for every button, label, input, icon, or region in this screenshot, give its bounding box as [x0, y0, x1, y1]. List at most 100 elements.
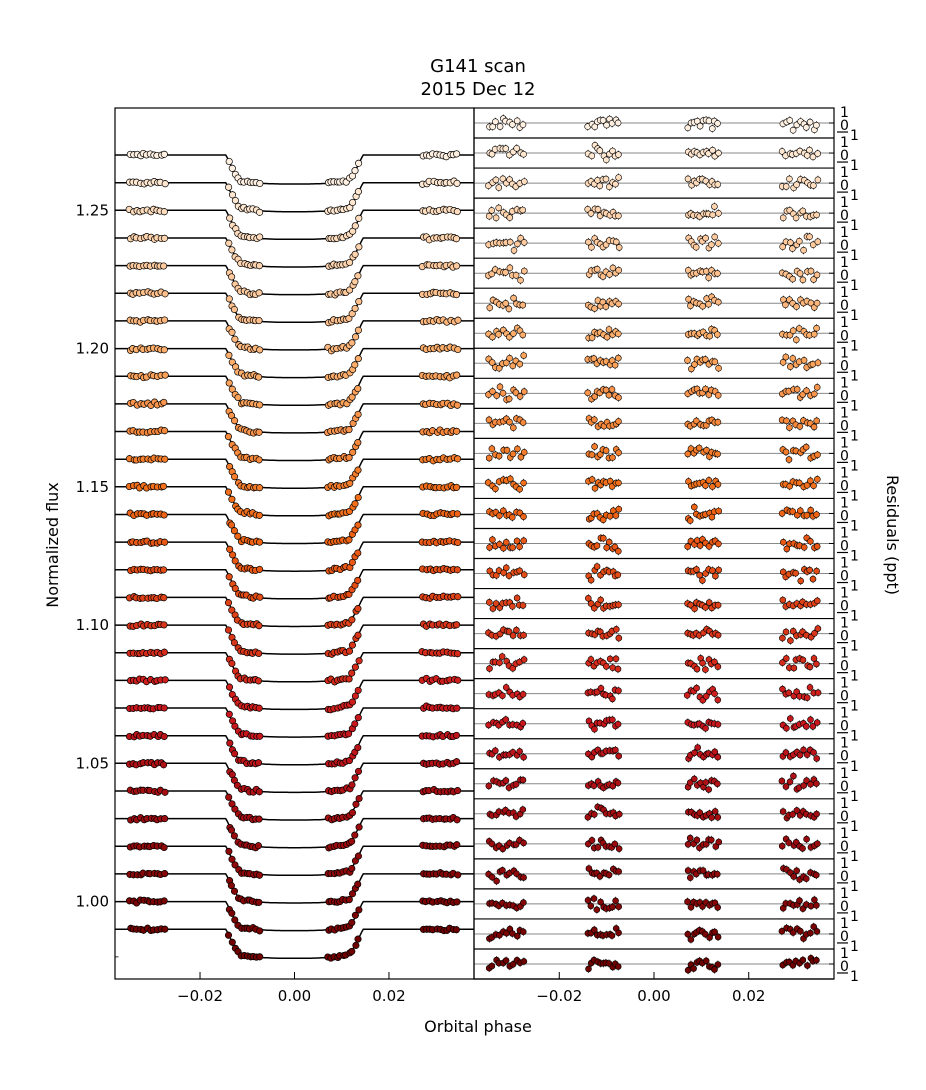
- data-point: [348, 947, 356, 955]
- residual-point: [614, 354, 622, 362]
- model-curve: [115, 403, 474, 434]
- residual-tick-label: 1: [850, 458, 859, 474]
- residual-point: [793, 181, 800, 188]
- residual-point: [609, 695, 616, 703]
- residual-point: [506, 238, 514, 246]
- data-point: [255, 704, 263, 712]
- residual-point: [711, 690, 718, 698]
- residual-point: [786, 175, 793, 183]
- data-point: [160, 511, 168, 519]
- model-curve: [115, 679, 474, 711]
- data-point: [351, 831, 359, 839]
- residual-point: [608, 386, 616, 393]
- residual-point: [782, 353, 790, 361]
- data-point: [453, 510, 461, 518]
- residual-point: [510, 294, 517, 302]
- residual-point: [520, 656, 528, 663]
- data-point: [160, 843, 168, 852]
- residual-point: [587, 576, 595, 584]
- data-point: [348, 558, 356, 566]
- residual-point: [778, 777, 786, 785]
- residual-point: [599, 534, 607, 542]
- residual-point: [711, 748, 719, 756]
- residual-point: [686, 834, 694, 842]
- residual-point: [615, 505, 623, 513]
- data-point: [231, 196, 239, 205]
- residual-point: [612, 746, 619, 754]
- residual-point: [520, 448, 528, 456]
- residual-point: [498, 653, 506, 660]
- data-point: [453, 262, 461, 270]
- data-point: [354, 410, 362, 418]
- residual-point: [492, 118, 499, 125]
- model-curve: [115, 513, 474, 545]
- residual-point: [520, 239, 528, 246]
- data-point: [453, 208, 461, 216]
- residual-tick-label: 1: [850, 218, 859, 234]
- data-point: [352, 941, 360, 949]
- data-point: [161, 538, 169, 546]
- data-point: [225, 295, 233, 303]
- data-point: [355, 794, 363, 803]
- model-curve: [115, 209, 474, 241]
- residual-point: [510, 247, 518, 254]
- residual-point: [799, 845, 806, 852]
- residual-point: [714, 631, 722, 639]
- residual-point: [591, 484, 599, 492]
- data-point: [354, 714, 362, 722]
- residual-point: [714, 663, 722, 671]
- data-point: [454, 650, 462, 658]
- data-point: [345, 426, 353, 434]
- residual-tick-label: 1: [850, 699, 859, 715]
- y-tick-label: 1.10: [76, 616, 109, 634]
- residual-tick-label: 1: [850, 248, 859, 264]
- data-point: [228, 328, 236, 336]
- residual-point: [786, 424, 793, 431]
- residual-point: [799, 656, 807, 664]
- residual-point: [520, 753, 527, 761]
- residual-point: [793, 386, 801, 393]
- residual-point: [711, 808, 719, 815]
- residual-point: [615, 601, 622, 609]
- residual-tick-label: 1: [850, 549, 859, 565]
- residual-point: [813, 299, 821, 307]
- residual-point: [514, 445, 521, 453]
- data-point: [160, 704, 168, 712]
- residual-point: [506, 418, 513, 426]
- residual-point: [611, 361, 619, 369]
- data-point: [160, 398, 168, 406]
- residual-point: [611, 840, 619, 848]
- residual-tick-label: 1: [850, 368, 859, 384]
- residual-point: [800, 543, 808, 551]
- residual-point: [605, 326, 613, 333]
- residual-point: [715, 566, 723, 574]
- data-point: [354, 385, 362, 393]
- residual-point: [588, 476, 596, 483]
- data-point: [225, 847, 233, 855]
- data-point: [348, 698, 357, 706]
- residual-point: [606, 655, 614, 663]
- residual-point: [519, 719, 527, 727]
- data-point: [454, 787, 462, 795]
- residual-point: [602, 303, 610, 310]
- residual-point: [699, 659, 706, 667]
- data-point: [454, 676, 462, 684]
- data-point: [255, 289, 263, 297]
- data-point: [345, 536, 353, 544]
- residual-point: [503, 446, 511, 454]
- model-curve: [115, 928, 474, 960]
- residual-point: [502, 269, 509, 276]
- data-point: [256, 538, 264, 546]
- data-point: [452, 926, 460, 934]
- data-point: [453, 179, 461, 187]
- data-point: [161, 316, 169, 324]
- residual-point: [793, 303, 800, 310]
- residual-point: [715, 210, 722, 217]
- data-point: [225, 683, 234, 691]
- residual-point: [516, 543, 523, 551]
- residual-point: [505, 305, 513, 313]
- residual-point: [495, 452, 503, 460]
- residual-point: [802, 443, 810, 451]
- residual-point: [509, 544, 517, 551]
- residual-point: [813, 567, 820, 575]
